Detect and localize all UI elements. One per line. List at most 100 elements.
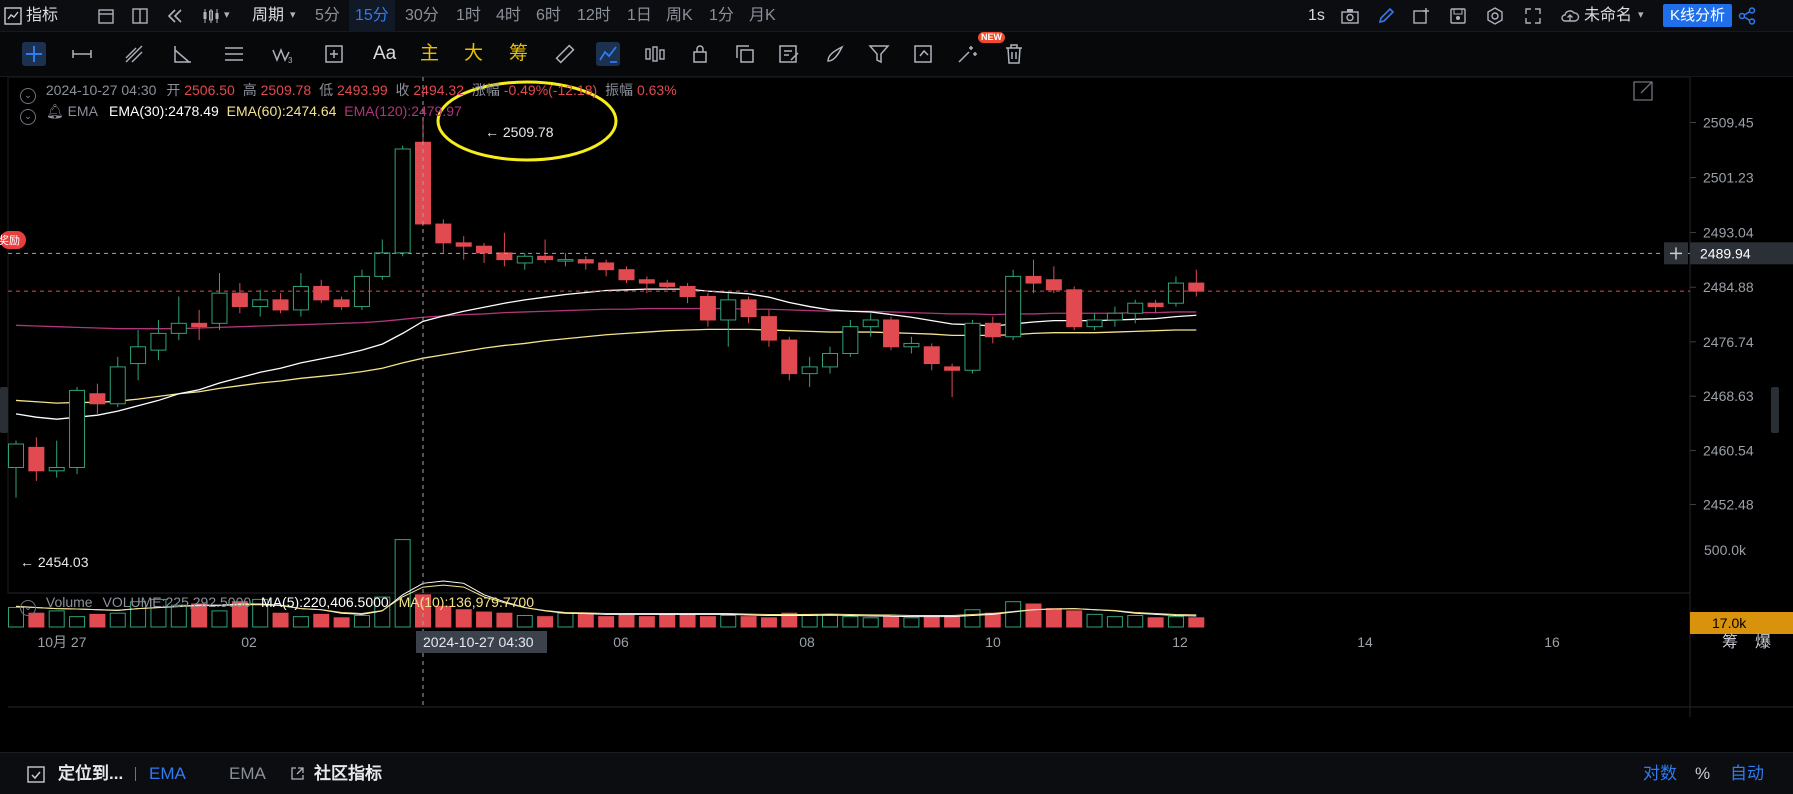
candle[interactable] bbox=[333, 299, 350, 308]
candle[interactable] bbox=[1086, 319, 1103, 328]
period-1month[interactable]: 月K bbox=[749, 7, 776, 24]
candle[interactable] bbox=[435, 223, 452, 244]
ema-tab[interactable]: EMA bbox=[229, 764, 266, 783]
volume-bar[interactable] bbox=[191, 603, 208, 628]
volume-bar[interactable] bbox=[537, 616, 554, 628]
volume-bar[interactable] bbox=[455, 609, 472, 628]
kline-chart[interactable]: 2509.45 2501.23 2493.04 2484.88 2476.74 2468.… bbox=[0, 77, 1793, 717]
draw-pen-icon[interactable] bbox=[596, 42, 620, 66]
volume-bar[interactable] bbox=[1106, 616, 1123, 628]
ruler-icon[interactable] bbox=[553, 42, 577, 66]
candle[interactable] bbox=[944, 366, 961, 371]
candle[interactable] bbox=[577, 259, 594, 264]
candle[interactable] bbox=[191, 322, 208, 328]
volume-bar[interactable] bbox=[1127, 615, 1144, 628]
volume-bar[interactable] bbox=[109, 612, 126, 628]
volume-bar[interactable] bbox=[48, 610, 65, 628]
volume-bar[interactable] bbox=[496, 612, 513, 628]
indicators-button[interactable]: 指标 bbox=[26, 7, 59, 24]
period-15m[interactable]: 15分 bbox=[349, 0, 395, 31]
volume-bar[interactable] bbox=[984, 612, 1001, 628]
volume-bar[interactable] bbox=[1147, 617, 1164, 628]
kline-analysis-button[interactable]: K线分析 bbox=[1663, 4, 1733, 27]
candle[interactable] bbox=[374, 252, 391, 277]
auto-scale-toggle[interactable]: 自动 bbox=[1730, 764, 1764, 783]
candle[interactable] bbox=[801, 366, 818, 375]
candle[interactable] bbox=[170, 322, 187, 334]
candle[interactable] bbox=[1066, 289, 1083, 328]
locate-icon[interactable] bbox=[26, 764, 46, 784]
sync-drawing-icon[interactable] bbox=[912, 42, 936, 66]
volume-bar[interactable] bbox=[659, 613, 676, 628]
volume-bar[interactable] bbox=[170, 604, 187, 628]
external-link-icon[interactable] bbox=[290, 766, 305, 781]
expand-icon[interactable] bbox=[1633, 81, 1653, 101]
angle-icon[interactable] bbox=[171, 42, 195, 66]
note-icon[interactable] bbox=[777, 42, 801, 66]
candle[interactable] bbox=[923, 346, 940, 365]
parallel-lines-icon[interactable] bbox=[122, 42, 146, 66]
volume-bar[interactable] bbox=[292, 616, 309, 628]
volume-bar[interactable] bbox=[231, 601, 248, 628]
volume-bar[interactable] bbox=[8, 606, 24, 628]
bell-icon[interactable]: 🔔︎ bbox=[45, 103, 64, 119]
volume-bar[interactable] bbox=[862, 617, 879, 628]
period-5m[interactable]: 5分 bbox=[315, 7, 340, 24]
volume-bar[interactable] bbox=[1066, 610, 1083, 628]
candle[interactable] bbox=[781, 339, 798, 375]
volume-bar[interactable] bbox=[577, 613, 594, 628]
indicator-icon[interactable] bbox=[4, 7, 22, 25]
camera-icon[interactable] bbox=[1340, 6, 1360, 26]
candle[interactable] bbox=[8, 443, 24, 468]
chips-axis-button[interactable]: 筹 bbox=[1722, 633, 1738, 651]
locate-button[interactable]: 定位到... bbox=[58, 764, 124, 783]
volume-bar[interactable] bbox=[1025, 603, 1042, 628]
candle[interactable] bbox=[48, 466, 65, 472]
candle[interactable] bbox=[638, 279, 655, 284]
candle[interactable] bbox=[618, 269, 635, 281]
candle[interactable] bbox=[89, 393, 106, 405]
volume-bar[interactable] bbox=[1005, 601, 1022, 628]
volume-bar[interactable] bbox=[415, 594, 431, 628]
candle[interactable] bbox=[1167, 282, 1184, 304]
candle[interactable] bbox=[516, 255, 533, 264]
settings-icon[interactable] bbox=[1485, 6, 1505, 26]
candle[interactable] bbox=[1188, 282, 1205, 292]
candle[interactable] bbox=[455, 242, 472, 247]
replay-icon[interactable] bbox=[165, 6, 185, 26]
candle[interactable] bbox=[476, 245, 493, 254]
candle[interactable] bbox=[760, 316, 777, 341]
volume-bar[interactable] bbox=[28, 612, 45, 628]
magic-icon[interactable] bbox=[956, 42, 980, 66]
volume-bar[interactable] bbox=[252, 598, 269, 628]
volume-bar[interactable] bbox=[781, 612, 798, 628]
wave-icon[interactable]: 3 bbox=[271, 42, 295, 66]
candle-type-icon[interactable] bbox=[201, 6, 221, 26]
large-order-button[interactable]: 大 bbox=[464, 43, 484, 64]
period-1min[interactable]: 1分 bbox=[709, 7, 734, 24]
reward-tag[interactable] bbox=[0, 231, 26, 249]
candle[interactable] bbox=[252, 299, 269, 308]
candle[interactable] bbox=[1147, 302, 1164, 308]
candle[interactable] bbox=[496, 252, 513, 261]
filter-icon[interactable] bbox=[867, 42, 891, 66]
candle[interactable] bbox=[69, 389, 86, 468]
volume-bar[interactable] bbox=[476, 611, 493, 628]
community-indicator-button[interactable]: 社区指标 bbox=[314, 764, 382, 783]
volume-bar[interactable] bbox=[964, 609, 981, 628]
candle[interactable] bbox=[1045, 279, 1062, 291]
candle[interactable] bbox=[883, 319, 900, 348]
right-panel-handle[interactable] bbox=[1771, 387, 1779, 433]
candle[interactable] bbox=[231, 292, 248, 308]
candle[interactable] bbox=[28, 446, 45, 472]
pencil-icon[interactable] bbox=[1376, 6, 1396, 26]
candle[interactable] bbox=[557, 259, 574, 262]
candle[interactable] bbox=[740, 299, 757, 318]
volume-bar[interactable] bbox=[760, 617, 777, 628]
volume-bar[interactable] bbox=[883, 616, 900, 628]
candle[interactable] bbox=[984, 322, 1001, 338]
period-1w[interactable]: 周K bbox=[666, 7, 693, 24]
add-window-icon[interactable] bbox=[1411, 6, 1431, 26]
volume-bar[interactable] bbox=[699, 616, 716, 628]
volume-bar[interactable] bbox=[638, 616, 655, 628]
